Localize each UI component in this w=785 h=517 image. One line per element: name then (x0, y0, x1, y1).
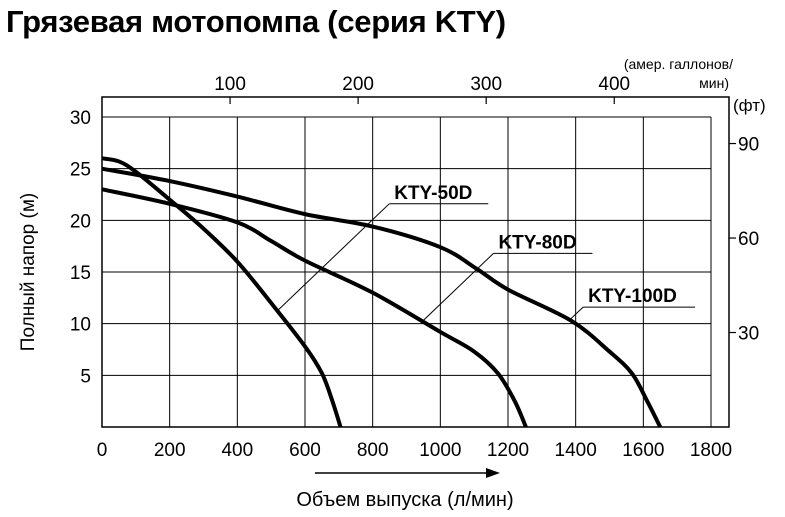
top-tick-label: 400 (598, 74, 630, 95)
leader-line (568, 306, 584, 321)
x-axis-label: Объем выпуска (л/мин) (296, 489, 513, 511)
plot-frame (101, 96, 730, 428)
series-curve-kty-50d (101, 156, 343, 428)
top-axis-label: (амер. галлонов/ (624, 56, 733, 72)
x-tick-label: 600 (289, 440, 321, 461)
right-axis-label: (фт) (733, 96, 766, 115)
page-title: Грязевая мотопомпа (серия KTY) (6, 4, 506, 39)
x-tick-label: 1600 (622, 440, 664, 461)
x-tick-label: 1000 (419, 440, 461, 461)
top-axis-label-unit: мин) (699, 75, 729, 91)
leader-line (277, 203, 390, 311)
y-tick-label: 5 (80, 366, 91, 387)
top-tick-label: 200 (342, 74, 374, 95)
y-tick-label: 10 (70, 315, 91, 336)
series-curve-kty-100d (101, 166, 663, 428)
right-tick-label: 60 (738, 229, 759, 250)
x-tick-label: 1800 (690, 440, 732, 461)
series-curve-kty-80d (101, 187, 528, 428)
top-tick-label: 300 (470, 74, 502, 95)
y-tick-label: 30 (70, 108, 91, 129)
series-label: KTY-100D (588, 286, 677, 307)
right-tick-label: 30 (738, 324, 759, 345)
series-label: KTY-80D (498, 232, 576, 253)
top-tick-label: 100 (214, 74, 246, 95)
y-axis-label: Полный напор (м) (18, 193, 39, 351)
series-label: KTY-50D (394, 183, 472, 204)
right-tick-label: 90 (738, 135, 759, 156)
arrow-right-icon (486, 468, 500, 478)
x-tick-label: 0 (97, 440, 108, 461)
leader-line (421, 253, 494, 322)
x-tick-label: 800 (357, 440, 389, 461)
y-tick-label: 15 (70, 263, 91, 284)
y-tick-label: 25 (70, 160, 91, 181)
x-tick-label: 200 (154, 440, 186, 461)
x-tick-label: 1200 (487, 440, 529, 461)
x-tick-label: 1400 (555, 440, 597, 461)
x-tick-label: 400 (221, 440, 253, 461)
y-tick-label: 20 (70, 211, 91, 232)
